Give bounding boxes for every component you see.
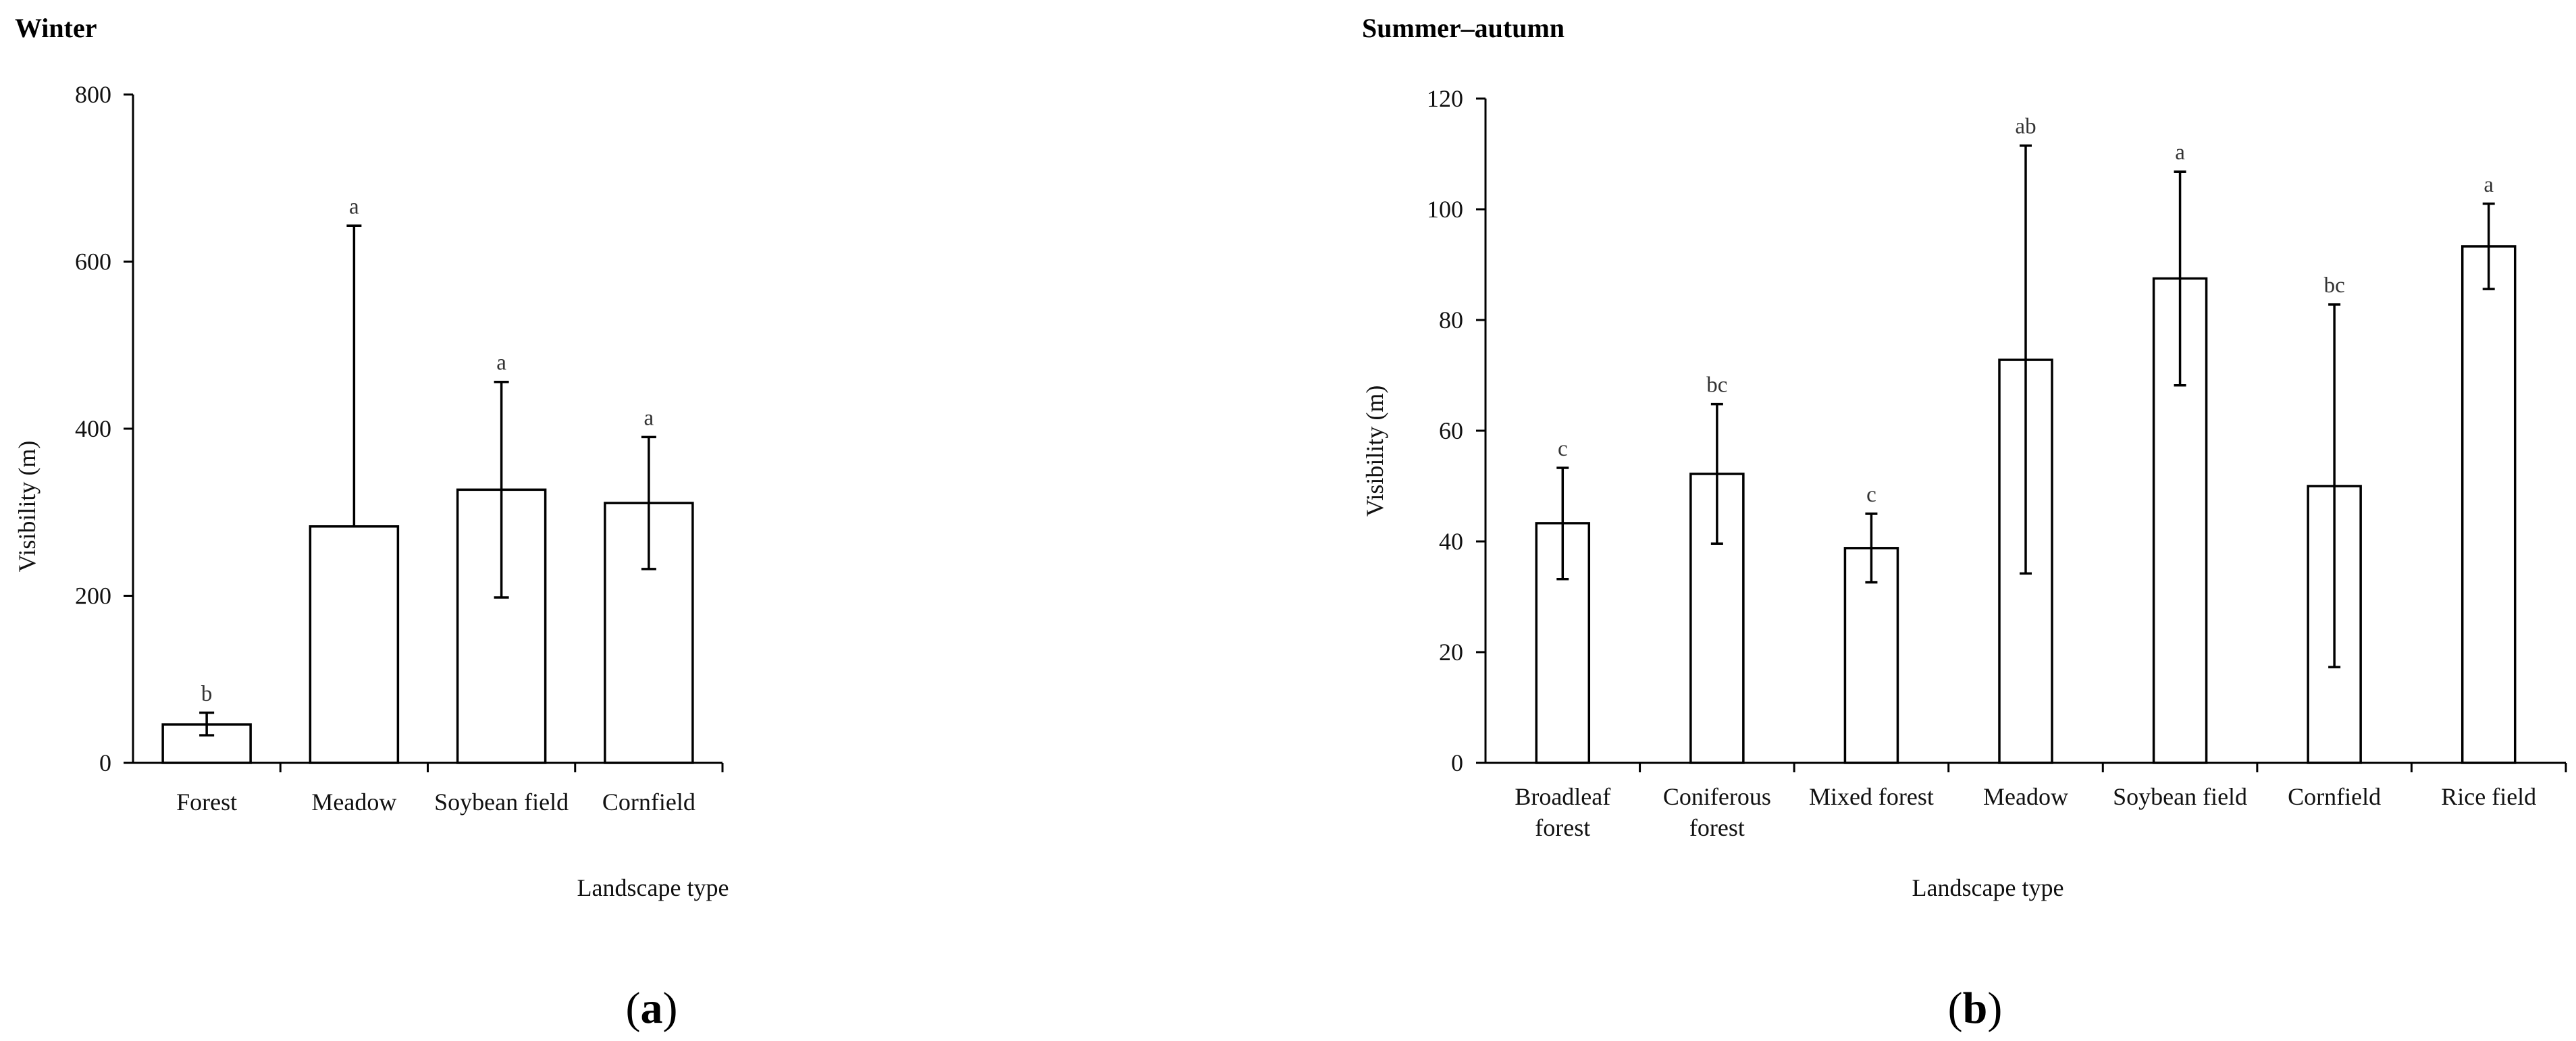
y-tick-label: 200: [75, 583, 111, 610]
y-tick-label: 100: [1427, 196, 1463, 223]
panel-label: (a): [626, 984, 678, 1033]
x-tick-label: Meadow: [1983, 783, 2068, 810]
significance-label: a: [496, 351, 506, 375]
significance-label: ab: [2015, 115, 2036, 139]
x-tick-label: Rice field: [2441, 783, 2536, 810]
y-tick-label: 800: [75, 81, 111, 108]
panel-letter: b: [1963, 984, 1988, 1033]
bar: [2461, 245, 2517, 764]
y-tick-label: 600: [75, 248, 111, 275]
significance-label: b: [201, 682, 213, 706]
x-tick-label: Meadow: [311, 789, 396, 816]
chart-winter: Winter Visibility (m) Landscape type (a)…: [14, 13, 729, 1033]
chart-summer-autumn: Summer–autumn Visibility (m) Landscape t…: [1361, 13, 2567, 1033]
y-axis-label: Visibility (m): [14, 441, 41, 572]
y-tick-label: 20: [1439, 639, 1463, 666]
x-tick-label: Soybean field: [434, 789, 569, 816]
x-tick-label: forest: [1689, 814, 1745, 841]
significance-label: bc: [2324, 273, 2345, 298]
bar: [309, 525, 400, 764]
y-tick-label: 0: [99, 749, 111, 776]
panel-label: (b): [1948, 984, 2003, 1033]
significance-label: c: [1866, 483, 1876, 507]
x-tick-label: forest: [1535, 814, 1590, 841]
y-tick-label: 60: [1439, 417, 1463, 444]
significance-label: a: [349, 194, 359, 219]
x-tick-label: Coniferous: [1663, 783, 1771, 810]
bar: [1843, 547, 1899, 764]
x-axis-label: Landscape type: [1912, 874, 2064, 901]
y-tick-label: 40: [1439, 528, 1463, 555]
significance-label: a: [644, 406, 654, 430]
x-axis-label: Landscape type: [577, 874, 729, 901]
x-tick-label: Soybean field: [2113, 783, 2247, 810]
x-tick-label: Cornfield: [2288, 783, 2381, 810]
panel-letter: a: [641, 984, 663, 1033]
x-tick-label: Broadleaf: [1515, 783, 1610, 810]
y-tick-label: 80: [1439, 306, 1463, 333]
y-tick-label: 120: [1427, 85, 1463, 112]
y-tick-label: 0: [1451, 749, 1463, 776]
x-tick-label: Forest: [176, 789, 237, 816]
significance-label: c: [1558, 437, 1568, 461]
x-tick-label: Cornfield: [602, 789, 695, 816]
significance-label: a: [2175, 140, 2185, 165]
y-tick-label: 400: [75, 415, 111, 442]
x-tick-label: Mixed forest: [1809, 783, 1934, 810]
chart-title: Winter: [15, 13, 97, 43]
significance-label: bc: [1706, 373, 1727, 398]
chart-title: Summer–autumn: [1362, 13, 1565, 43]
y-axis-label: Visibility (m): [1361, 385, 1388, 517]
significance-label: a: [2483, 173, 2494, 197]
